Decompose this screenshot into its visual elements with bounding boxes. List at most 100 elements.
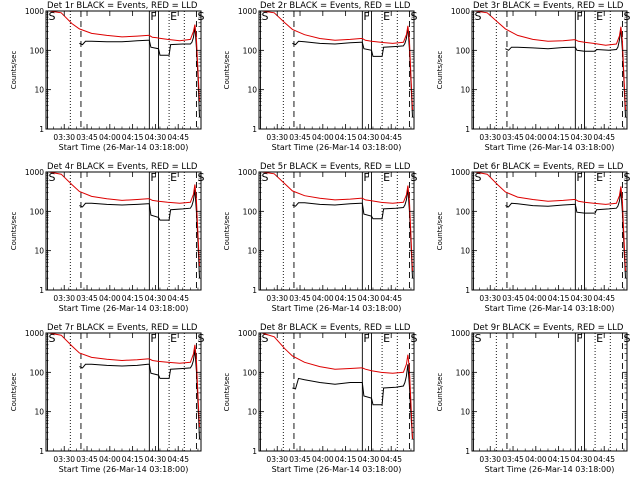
x-tick-label: 04:15 xyxy=(548,455,570,464)
x-tick-label: 04:15 xyxy=(548,294,570,303)
lld-series xyxy=(261,171,413,272)
marker-label: F xyxy=(576,10,582,23)
panel-title: Det 3r BLACK = Events, RED = LLD xyxy=(473,1,624,11)
x-axis-label: Start Time (26-Mar-14 03:18:00) xyxy=(272,465,402,474)
panel-title: Det 7r BLACK = Events, RED = LLD xyxy=(47,323,198,333)
y-tick-label: 10 xyxy=(247,247,257,256)
y-tick-label: 1000 xyxy=(451,7,470,16)
plot-frame xyxy=(45,10,202,130)
x-tick-label: 04:45 xyxy=(380,294,402,303)
x-axis-label: Start Time (26-Mar-14 03:18:00) xyxy=(485,304,615,313)
marker-label: E xyxy=(596,10,603,23)
x-tick-label: 03:45 xyxy=(76,294,98,303)
x-tick-label: 04:15 xyxy=(335,133,357,142)
y-axis-label: Counts/sec xyxy=(436,51,444,90)
plot-frame xyxy=(471,171,628,291)
x-tick-label: 04:45 xyxy=(380,133,402,142)
panel-title: Det 1r BLACK = Events, RED = LLD xyxy=(47,1,198,11)
x-tick-label: 04:30 xyxy=(145,133,167,142)
events-series xyxy=(292,364,413,440)
lld-series xyxy=(261,332,413,440)
panel-title: Det 4r BLACK = Events, RED = LLD xyxy=(47,162,198,172)
x-tick-label: 04:00 xyxy=(312,455,334,464)
marker-label: F xyxy=(150,332,156,345)
panel-title: Det 8r BLACK = Events, RED = LLD xyxy=(260,323,411,333)
events-series xyxy=(292,188,413,279)
events-series xyxy=(79,189,200,279)
x-axis-label: Start Time (26-Mar-14 03:18:00) xyxy=(59,143,189,152)
x-axis-label: Start Time (26-Mar-14 03:18:00) xyxy=(485,143,615,152)
marker-label: F xyxy=(363,332,369,345)
x-tick-label: 04:00 xyxy=(312,294,334,303)
marker-label: F xyxy=(150,10,156,23)
y-tick-label: 100 xyxy=(30,207,45,216)
marker-label: F xyxy=(150,171,156,184)
x-tick-label: 03:45 xyxy=(502,455,524,464)
panel-title: Det 6r BLACK = Events, RED = LLD xyxy=(473,162,624,172)
y-tick-label: 10 xyxy=(34,408,44,417)
x-tick-label: 03:45 xyxy=(289,455,311,464)
y-tick-label: 1 xyxy=(39,447,44,456)
y-axis-label: Counts/sec xyxy=(10,373,18,412)
x-axis-label: Start Time (26-Mar-14 03:18:00) xyxy=(272,304,402,313)
x-tick-label: 03:45 xyxy=(289,294,311,303)
marker-label: E xyxy=(383,171,390,184)
x-tick-label: 04:45 xyxy=(167,455,189,464)
marker-label: S xyxy=(475,171,482,184)
y-tick-label: 1000 xyxy=(25,168,44,177)
events-series xyxy=(505,28,626,118)
marker-label: E xyxy=(170,332,177,345)
plot-frame xyxy=(471,332,628,452)
marker-label: E xyxy=(383,10,390,23)
y-axis-label: Counts/sec xyxy=(223,51,231,90)
x-tick-label: 03:45 xyxy=(76,455,98,464)
y-tick-label: 10 xyxy=(247,86,257,95)
x-tick-label: 04:00 xyxy=(99,294,121,303)
marker-label: S xyxy=(262,10,269,23)
x-tick-label: 03:30 xyxy=(479,455,501,464)
plot-frame xyxy=(258,332,415,452)
x-tick-label: 04:15 xyxy=(335,455,357,464)
x-tick-label: 03:30 xyxy=(266,455,288,464)
y-tick-label: 1 xyxy=(252,286,257,295)
x-tick-label: 04:00 xyxy=(312,133,334,142)
panel-title: Det 5r BLACK = Events, RED = LLD xyxy=(260,162,411,172)
x-tick-label: 04:30 xyxy=(358,294,380,303)
x-tick-label: 03:30 xyxy=(53,294,75,303)
y-tick-label: 100 xyxy=(456,368,471,377)
y-tick-label: 1000 xyxy=(238,7,257,16)
lld-series xyxy=(48,171,200,267)
y-tick-label: 10 xyxy=(460,408,470,417)
panel-title: Det 9r BLACK = Events, RED = LLD xyxy=(473,323,624,333)
x-tick-label: 04:00 xyxy=(525,294,547,303)
x-tick-label: 03:30 xyxy=(266,133,288,142)
y-tick-label: 100 xyxy=(243,46,258,55)
x-tick-label: 04:30 xyxy=(571,133,593,142)
x-tick-label: 04:00 xyxy=(99,455,121,464)
y-tick-label: 100 xyxy=(456,207,471,216)
events-series xyxy=(79,349,200,440)
marker-label: S xyxy=(262,332,269,345)
x-tick-label: 03:30 xyxy=(479,133,501,142)
y-axis-label: Counts/sec xyxy=(10,212,18,251)
marker-label: S xyxy=(49,171,56,184)
y-axis-label: Counts/sec xyxy=(436,373,444,412)
marker-label: F xyxy=(576,332,582,345)
x-tick-label: 04:15 xyxy=(122,133,144,142)
y-tick-label: 1 xyxy=(465,125,470,134)
y-tick-label: 1 xyxy=(39,125,44,134)
marker-label: E xyxy=(170,171,177,184)
x-tick-label: 03:30 xyxy=(479,294,501,303)
marker-label: F xyxy=(576,171,582,184)
marker-label: E xyxy=(596,171,603,184)
marker-label: S xyxy=(475,332,482,345)
y-tick-label: 10 xyxy=(460,86,470,95)
x-tick-label: 04:00 xyxy=(525,133,547,142)
y-tick-label: 10 xyxy=(460,247,470,256)
x-tick-label: 04:30 xyxy=(571,294,593,303)
events-series xyxy=(292,27,413,118)
